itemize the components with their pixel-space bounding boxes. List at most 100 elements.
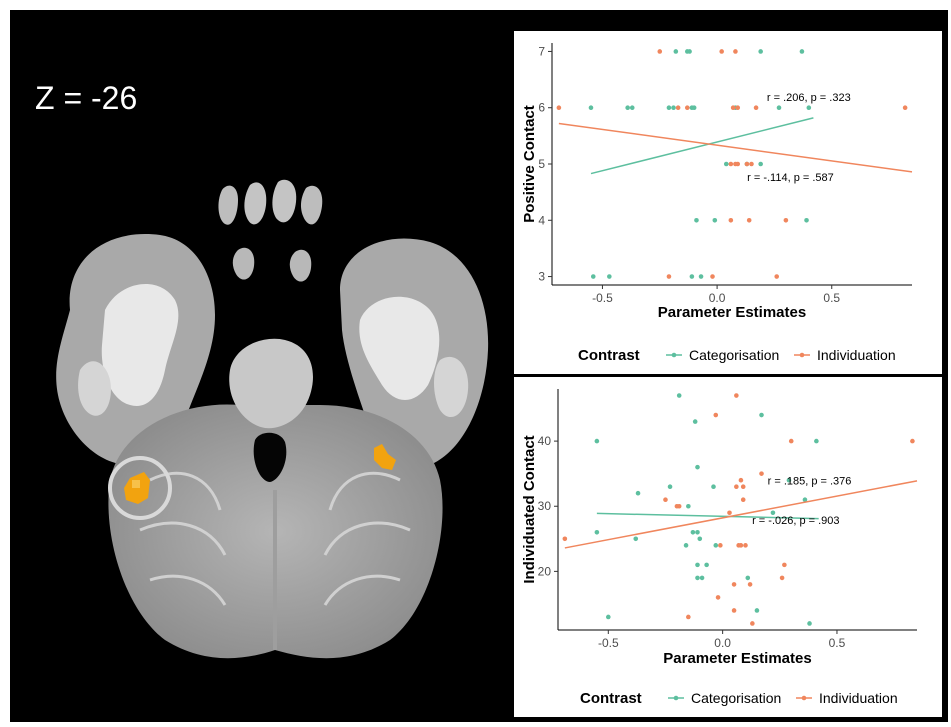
- data-point-categorisation: [695, 575, 700, 581]
- data-point-individuation: [744, 161, 750, 167]
- data-point-individuation: [710, 274, 715, 279]
- data-point-individuation: [713, 412, 719, 418]
- data-point-categorisation: [676, 393, 682, 398]
- left-temporal-lobe: [56, 234, 215, 465]
- data-point-categorisation: [704, 562, 709, 568]
- y-tick-label: 5: [538, 157, 545, 171]
- data-point-categorisation: [666, 105, 672, 111]
- cerebellum: [108, 338, 443, 659]
- data-point-categorisation: [671, 105, 676, 111]
- data-point-individuation: [730, 105, 736, 111]
- legend-key-point: [671, 352, 677, 358]
- data-point-categorisation: [607, 274, 612, 279]
- data-point-individuation: [774, 274, 780, 279]
- data-point-individuation: [735, 161, 741, 167]
- y-tick-label: 7: [538, 44, 545, 58]
- y-tick-label: 20: [538, 564, 552, 578]
- data-point-categorisation: [754, 608, 760, 613]
- data-point-individuation: [727, 510, 732, 516]
- x-tick-label: -0.5: [592, 291, 613, 305]
- data-point-individuation: [788, 438, 794, 444]
- highlight-ring: [108, 456, 172, 520]
- fit-line-categorisation: [590, 117, 814, 175]
- data-point-individuation: [684, 105, 690, 111]
- data-point-individuation: [747, 582, 753, 587]
- legend-key-point: [799, 352, 805, 358]
- data-point-individuation: [663, 497, 668, 503]
- x-tick-label: 0.0: [714, 636, 731, 650]
- correlation-annotation: r = .185, p = .376: [768, 476, 852, 488]
- data-point-categorisation: [697, 536, 703, 542]
- correlation-annotation: r = -.114, p = .587: [747, 172, 834, 184]
- data-point-categorisation: [807, 621, 812, 626]
- scatter-panel-individuated-contact: 20 30 40 -0.5 0.0 0.5 Parameter Estimates Indiv…: [514, 377, 942, 717]
- legend: Contrast Categorisation Individuation: [580, 690, 898, 707]
- data-point-categorisation: [713, 543, 719, 548]
- data-point-individuation: [783, 217, 789, 223]
- data-point-individuation: [562, 536, 568, 542]
- legend-entry-categorisation: Categorisation: [691, 690, 781, 706]
- y-tick-label: 4: [538, 213, 545, 227]
- data-point-individuation: [779, 575, 785, 581]
- data-point-individuation: [738, 477, 744, 483]
- data-point-individuation: [728, 217, 734, 223]
- data-point-categorisation: [594, 529, 600, 535]
- data-point-categorisation: [759, 412, 764, 418]
- data-point-individuation: [746, 217, 752, 223]
- data-point-individuation: [733, 49, 738, 54]
- orbitofrontal-fragments: [218, 179, 323, 282]
- activation-cluster-left: [124, 472, 150, 504]
- data-point-categorisation: [684, 49, 690, 54]
- legend-title: Contrast: [578, 347, 640, 364]
- legend-key-point: [801, 695, 807, 701]
- slice-coordinate-label: Z = -26: [35, 80, 138, 116]
- data-point-categorisation: [594, 438, 600, 444]
- data-point-categorisation: [814, 438, 819, 444]
- data-point-categorisation: [695, 529, 700, 535]
- x-axis-title: Parameter Estimates: [658, 304, 806, 321]
- fit-line-individuation: [564, 480, 918, 549]
- data-point-categorisation: [629, 105, 635, 111]
- y-tick-label: 40: [538, 434, 552, 448]
- data-point-categorisation: [686, 503, 691, 509]
- data-point-categorisation: [802, 497, 808, 503]
- data-point-individuation: [675, 105, 681, 111]
- data-point-individuation: [728, 161, 734, 167]
- data-point-individuation: [734, 393, 739, 398]
- data-point-categorisation: [691, 105, 697, 111]
- x-tick-label: -0.5: [598, 636, 619, 650]
- y-tick-label: 3: [538, 270, 545, 284]
- data-point-individuation: [782, 562, 787, 568]
- data-point-individuation: [657, 49, 663, 54]
- data-point-categorisation: [745, 575, 751, 581]
- y-axis-title: Positive Contact: [521, 105, 538, 223]
- data-point-individuation: [731, 608, 737, 613]
- figure: Z = -26 3 4 5 6 7 -0.5 0.0 0.5 Parameter Estimat…: [10, 10, 948, 722]
- correlation-annotation: r = -.026, p = .903: [752, 515, 839, 527]
- fit-line-individuation: [558, 122, 913, 173]
- data-point-categorisation: [806, 105, 812, 111]
- data-point-categorisation: [770, 510, 776, 516]
- data-point-individuation: [666, 274, 672, 279]
- data-point-categorisation: [786, 477, 792, 483]
- data-point-individuation: [734, 484, 739, 490]
- data-point-categorisation: [799, 49, 805, 54]
- data-point-categorisation: [635, 490, 641, 496]
- data-point-categorisation: [723, 161, 729, 167]
- correlation-annotation: r = .206, p = .323: [767, 92, 851, 104]
- data-point-categorisation: [699, 575, 705, 581]
- data-point-categorisation: [690, 529, 696, 535]
- data-point-categorisation: [625, 105, 630, 111]
- data-point-individuation: [715, 595, 721, 600]
- x-axis-title: Parameter Estimates: [663, 650, 811, 667]
- data-point-individuation: [738, 543, 744, 548]
- scatter-plot-positive-contact: 3 4 5 6 7 -0.5 0.0 0.5 Parameter Estimates Positi…: [521, 43, 913, 364]
- data-point-categorisation: [695, 562, 700, 568]
- data-point-individuation: [674, 503, 680, 509]
- y-axis-title: Individuated Contact: [521, 435, 538, 583]
- fit-line-categorisation: [596, 512, 819, 520]
- data-point-categorisation: [698, 274, 704, 279]
- activation-cluster-right: [374, 444, 396, 470]
- data-point-individuation: [753, 105, 759, 111]
- scatter-panel-positive-contact: 3 4 5 6 7 -0.5 0.0 0.5 Parameter Estimates Positi…: [514, 31, 942, 374]
